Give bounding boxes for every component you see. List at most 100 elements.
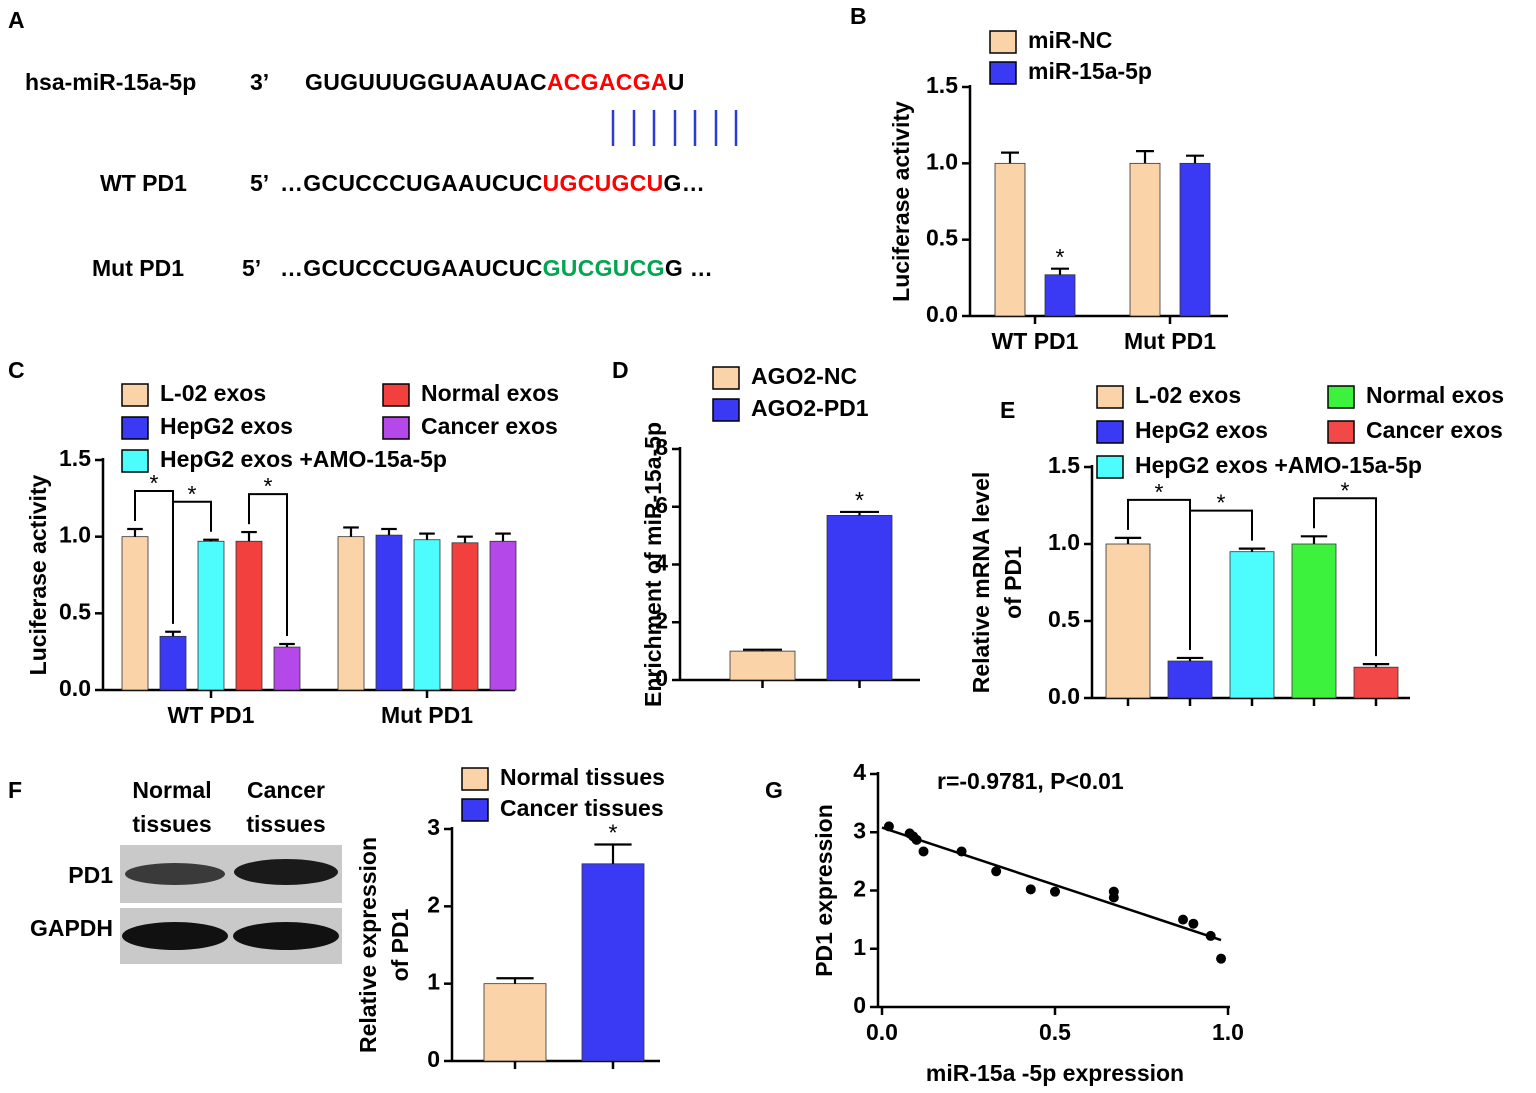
significance-mark: *: [264, 473, 273, 499]
error-bar: [165, 630, 181, 637]
legend-label: Cancer exos: [421, 413, 558, 439]
legend-label: miR-NC: [1028, 27, 1112, 53]
bar: [451, 542, 479, 691]
sequence-part: ACGACGA: [547, 69, 668, 95]
error-bar: [743, 648, 782, 652]
sequence: …GCUCCCUGAAUCUCGUCGUCGG …: [280, 255, 713, 281]
significance-mark: *: [188, 481, 197, 507]
y-tick-label: 0.5: [59, 598, 91, 624]
y-tick-label: 0.0: [1048, 683, 1080, 709]
y-tick-label: 2: [853, 876, 866, 902]
y-tick-label: 8: [655, 434, 668, 460]
error-bar: [840, 510, 879, 516]
x-tick-label: 1.0: [1212, 1019, 1244, 1045]
significance-mark: *: [1217, 490, 1226, 516]
y-tick-label: 6: [655, 492, 668, 518]
legend-swatch: [1096, 385, 1124, 409]
y-tick-label: 3: [427, 814, 440, 840]
data-point: [956, 846, 967, 857]
sequence-part: G …: [665, 255, 713, 281]
legend-label: HepG2 exos: [160, 413, 293, 439]
panel-label: G: [765, 777, 783, 803]
data-point: [1188, 918, 1199, 929]
western-blot: [120, 845, 342, 964]
x-tick-label: Mut PD1: [1124, 328, 1216, 354]
error-bar: [495, 532, 511, 542]
legend-label: AGO2-NC: [751, 363, 857, 389]
significance-mark: *: [1056, 244, 1065, 270]
significance-mark: *: [1341, 477, 1350, 503]
significance-mark: *: [609, 820, 618, 846]
data-point: [1050, 886, 1060, 897]
bar: [1129, 162, 1161, 317]
y-tick-label: 1: [427, 969, 440, 995]
bar: [1291, 543, 1337, 699]
bar: [729, 650, 796, 681]
sequence: …GCUCCCUGAAUCUCUGCUGCUG…: [280, 170, 705, 196]
error-bar: [1186, 154, 1204, 164]
bar: [1229, 551, 1275, 699]
error-bar: [1136, 150, 1154, 164]
y-tick-label: 1.0: [59, 522, 91, 548]
panel-label: E: [1000, 397, 1015, 423]
sequence-part: …GCUCCCUGAAUCUC: [280, 255, 543, 281]
y-tick-label: 4: [655, 550, 668, 576]
y-axis-label: Luciferase activity: [25, 474, 51, 675]
significance-mark: *: [1155, 479, 1164, 505]
bar: [483, 983, 547, 1062]
legend-label: L-02 exos: [160, 380, 266, 406]
legend-swatch: [1096, 455, 1124, 479]
bar: [826, 515, 893, 681]
error-bar: [1001, 151, 1019, 164]
y-tick-label: 1: [853, 934, 866, 960]
y-tick-label: 0: [427, 1046, 440, 1072]
y-tick-label: 0.0: [59, 675, 91, 701]
x-tick-label: WT PD1: [992, 328, 1079, 354]
sequence-name: hsa-miR-15a-5p: [25, 69, 196, 95]
bar: [1105, 543, 1151, 699]
error-bar: [457, 535, 473, 543]
data-point: [1216, 953, 1227, 964]
data-point: [1205, 930, 1216, 941]
legend-label: Cancer exos: [1366, 417, 1503, 443]
bar: [235, 540, 263, 691]
legend-swatch: [382, 383, 410, 407]
legend-swatch: [121, 383, 149, 407]
sequence-part: G…: [664, 170, 706, 196]
data-point: [883, 821, 894, 832]
bar: [1353, 666, 1399, 699]
bar: [197, 540, 225, 691]
sequence-end: 3’: [250, 69, 269, 95]
y-tick-label: 2: [427, 891, 440, 917]
y-axis-label: Relative expression: [355, 837, 381, 1053]
sequence-name: WT PD1: [100, 170, 187, 196]
y-tick-label: 0: [853, 992, 866, 1018]
fit-line: [881, 826, 1222, 942]
error-bar: [241, 530, 257, 542]
bar: [159, 635, 187, 691]
legend-label: L-02 exos: [1135, 382, 1241, 408]
error-bar: [594, 843, 632, 864]
y-tick-label: 0.5: [926, 225, 958, 251]
x-tick-label: 0.5: [1039, 1019, 1071, 1045]
legend-label: Cancer tissues: [500, 795, 664, 821]
y-tick-label: 0.0: [926, 301, 958, 327]
x-tick-label: Mut PD1: [381, 702, 473, 728]
legend-label: AGO2-PD1: [751, 395, 869, 421]
y-axis-label: of PD1: [387, 908, 413, 981]
sequence-part: GUGUUUGGUAAUAC: [305, 69, 547, 95]
panel-label: B: [850, 3, 867, 29]
legend-swatch: [1096, 420, 1124, 444]
panel-label: C: [8, 357, 25, 383]
bar: [1167, 660, 1213, 699]
y-tick-label: 1.0: [926, 148, 958, 174]
data-point: [1108, 892, 1119, 903]
y-tick-label: 1.0: [1048, 529, 1080, 555]
bar: [581, 863, 645, 1062]
y-tick-label: 3: [853, 817, 866, 843]
sequence-end: 5’: [250, 170, 269, 196]
legend-label: HepG2 exos +AMO-15a-5p: [1135, 452, 1422, 478]
blot-column-label: Cancer: [247, 777, 325, 803]
error-bar: [1362, 663, 1390, 668]
significance-mark: *: [150, 470, 159, 496]
